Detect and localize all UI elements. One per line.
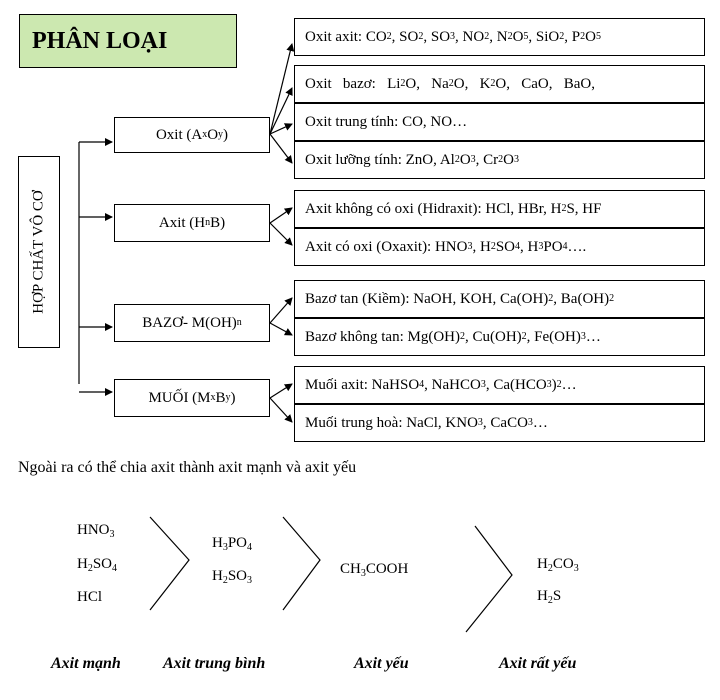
strong-acid-2: H2SO4 [77, 556, 118, 574]
root-label: HỢP CHẤT VÔ CƠ [30, 190, 47, 314]
group-axit: Axit (H n B) [114, 204, 270, 242]
root-box: HỢP CHẤT VÔ CƠ [18, 156, 60, 348]
weak-acid-1: CH3COOH [340, 561, 409, 579]
very-weak-acid-1: H2CO3 [537, 556, 579, 574]
item-oxit-bazo: Oxit bazơ: Li 2 O, Na 2 O, K 2 O, CaO, BaO, [294, 65, 705, 103]
label-weak: Axit yếu [354, 655, 409, 672]
strong-acid-3: HCl [77, 589, 103, 605]
item-bazo-tan: Bazơ tan (Kiềm): NaOH, KOH, Ca(OH) 2, Ba(… [294, 280, 705, 318]
item-bazo-khong-tan: Bazơ không tan: Mg(OH) 2, Cu(OH) 2, Fe(OH)… [294, 318, 705, 356]
medium-acid-2: H2SO3 [212, 568, 253, 586]
strong-acid-1: HNO3 [77, 522, 115, 540]
group-bazo: BAZƠ- M(OH) n [114, 304, 270, 342]
item-muoi-trung-hoa: Muối trung hoà: NaCl, KNO 3, CaCO 3 … [294, 404, 705, 442]
item-axit-co-oxi: Axit có oxi (Oxaxit): HNO 3, H 2 SO 4, H 3 PO 4… [294, 228, 705, 266]
item-muoi-axit: Muối axit: NaHSO 4, NaHCO 3, Ca(HCO 3) 2 … [294, 366, 705, 404]
medium-acid-1: H3PO4 [212, 535, 253, 553]
item-oxit-trung-tinh: Oxit trung tính: CO, NO… [294, 103, 705, 141]
item-axit-khong-oxi: Axit không có oxi (Hidraxit): HCl, HBr, … [294, 190, 705, 228]
page-title: PHÂN LOẠI [19, 14, 237, 68]
note-text: Ngoài ra có thể chia axit thành axit mạn… [18, 459, 357, 476]
label-strong: Axit mạnh [51, 655, 121, 672]
label-medium: Axit trung bình [163, 655, 266, 672]
very-weak-acid-2: H2S [537, 588, 562, 606]
label-very-weak: Axit rất yếu [499, 655, 577, 672]
item-oxit-luong-tinh: Oxit lưỡng tính: ZnO, Al 2 O 3, Cr 2 O 3 [294, 141, 705, 179]
